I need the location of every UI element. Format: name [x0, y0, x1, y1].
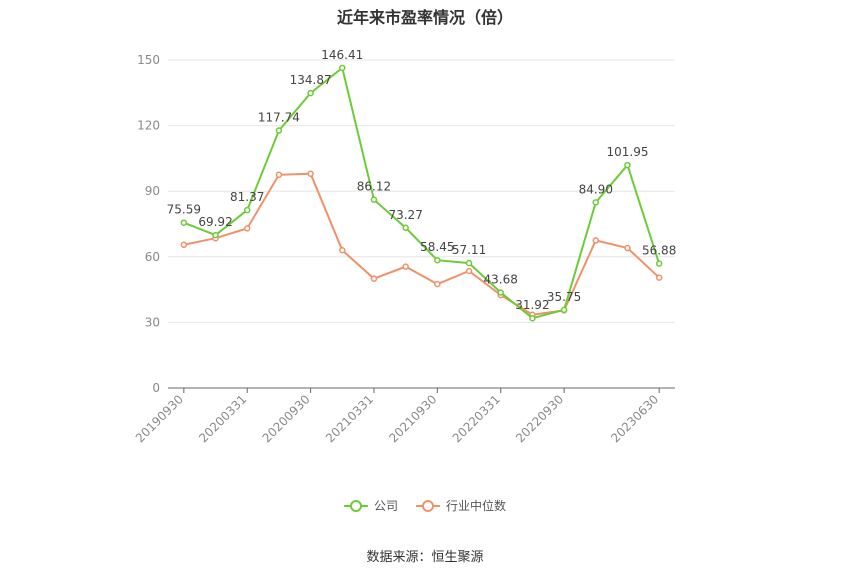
data-point-industry — [180, 241, 188, 249]
legend-item-company[interactable]: 公司 — [343, 497, 398, 514]
legend-label-industry: 行业中位数 — [446, 499, 507, 513]
data-point-company — [243, 206, 251, 214]
data-point-company — [180, 219, 188, 226]
data-label-company: 31.92 — [515, 298, 549, 312]
data-label-company: 134.87 — [290, 73, 332, 87]
x-tick-label: 20210331 — [323, 392, 376, 445]
data-point-company — [307, 89, 314, 97]
data-label-company: 73.27 — [388, 208, 422, 222]
x-tick-label: 20200930 — [260, 392, 313, 445]
y-tick-label: 120 — [137, 119, 160, 133]
data-point-company — [624, 161, 631, 169]
data-label-company: 86.12 — [357, 180, 391, 194]
y-tick-label: 0 — [152, 381, 160, 395]
legend-swatch-company — [343, 499, 368, 513]
data-point-company — [529, 314, 536, 322]
x-tick-label: 20230630 — [608, 392, 661, 445]
data-point-company — [465, 259, 473, 267]
y-tick-label: 60 — [145, 250, 160, 264]
chart-title: 近年来市盈率情况（倍） — [336, 8, 513, 27]
x-tick-label: 20200331 — [196, 392, 249, 445]
data-label-company: 84.90 — [579, 182, 613, 196]
data-point-company — [592, 199, 600, 206]
data-label-company: 69.92 — [198, 215, 232, 229]
series-line-industry — [183, 172, 660, 316]
data-label-company: 57.11 — [452, 243, 486, 257]
data-point-industry — [592, 237, 600, 244]
data-point-industry — [434, 280, 441, 288]
data-point-company — [560, 306, 568, 314]
data-point-company — [497, 289, 504, 296]
data-point-industry — [655, 274, 663, 281]
data-point-company — [655, 260, 663, 267]
y-tick-label: 90 — [145, 184, 160, 198]
x-tick-label: 20210930 — [386, 392, 439, 445]
data-label-company: 35.75 — [547, 290, 581, 304]
x-tick-label: 20190930 — [133, 392, 186, 445]
data-point-industry — [465, 267, 473, 275]
data-point-industry — [275, 171, 283, 179]
data-point-industry — [624, 244, 631, 252]
data-label-company: 101.95 — [606, 145, 648, 159]
data-point-industry — [402, 263, 409, 270]
data-label-company: 75.59 — [167, 203, 201, 217]
x-tick-label: 20220331 — [450, 392, 503, 445]
data-point-industry — [370, 275, 378, 282]
chart-legend: 公司 行业中位数 — [0, 497, 850, 514]
data-point-company — [402, 224, 409, 232]
series-line-company — [183, 66, 661, 320]
data-point-company — [212, 231, 219, 239]
data-point-company — [339, 64, 346, 72]
data-label-company: 117.74 — [258, 111, 300, 125]
data-point-company — [370, 196, 378, 203]
x-tick-label: 20220930 — [513, 392, 566, 445]
y-tick-label: 30 — [145, 315, 160, 329]
data-label-company: 58.45 — [420, 240, 454, 254]
legend-item-industry[interactable]: 行业中位数 — [416, 497, 506, 514]
legend-swatch-industry — [416, 499, 440, 513]
data-point-industry — [243, 225, 251, 232]
data-point-industry — [307, 170, 314, 177]
data-point-company — [275, 127, 283, 134]
data-source: 数据来源：恒生聚源 — [366, 550, 484, 565]
data-label-company: 81.37 — [230, 190, 264, 204]
data-point-industry — [339, 246, 346, 254]
legend-label-company: 公司 — [373, 499, 398, 513]
data-point-company — [434, 256, 441, 264]
data-label-company: 43.68 — [484, 272, 518, 286]
data-label-company: 146.41 — [321, 48, 363, 62]
y-tick-label: 150 — [137, 53, 160, 67]
data-label-company: 56.88 — [642, 244, 676, 258]
